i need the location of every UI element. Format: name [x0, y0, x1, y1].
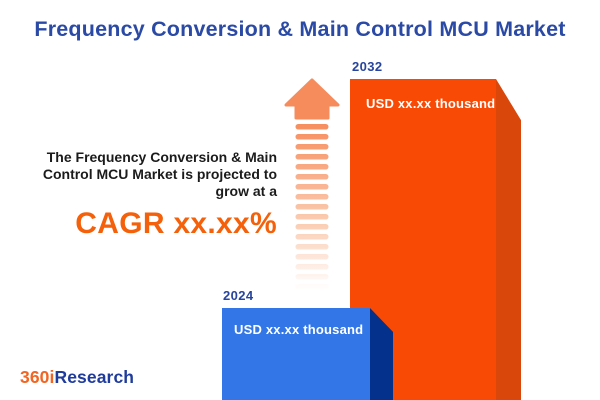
- logo-suffix: Research: [54, 367, 135, 387]
- bar-label-2032: 2032: [352, 59, 383, 74]
- bar-value-2024: USD xx.xx thousand: [234, 322, 364, 337]
- bar-2024-side-face: [370, 308, 393, 400]
- logo-prefix: 360i: [20, 367, 55, 387]
- cagr-text: CAGR xx.xx%: [75, 207, 277, 240]
- bar-value-2032: USD xx.xx thousand: [366, 96, 496, 111]
- bar-2032-side-face: [496, 79, 521, 400]
- page-title: Frequency Conversion & Main Control MCU …: [34, 17, 566, 41]
- company-logo: 360iResearch: [20, 367, 134, 388]
- bar-2024: [222, 308, 370, 400]
- growth-arrow-icon: [284, 78, 340, 290]
- description-block: The Frequency Conversion & Main Control …: [20, 149, 277, 241]
- bar-label-2024: 2024: [223, 288, 254, 303]
- description-text: The Frequency Conversion & Main Control …: [42, 149, 277, 199]
